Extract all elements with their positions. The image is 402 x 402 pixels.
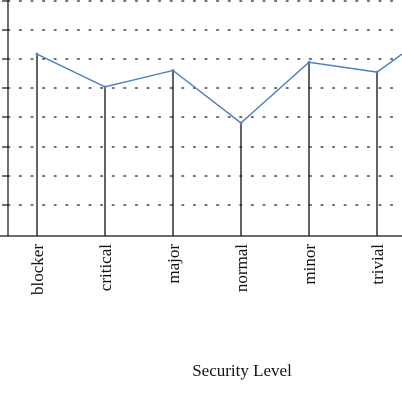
data-point-blocker (35, 52, 39, 56)
data-point-trivial (375, 70, 379, 74)
drop-lines (36, 54, 378, 236)
x-tick-labels: blocker critical major normal minor trivial (28, 244, 387, 295)
data-point-critical (103, 85, 107, 89)
data-point-major (171, 69, 175, 72)
x-tick-label-major: major (164, 244, 183, 284)
data-point-normal (239, 121, 243, 125)
x-tick-label-normal: normal (232, 244, 251, 292)
x-tick-label-minor: minor (300, 244, 319, 285)
grid-lines (7, 0, 402, 206)
data-point-minor (307, 60, 311, 64)
x-axis-title: Security Level (192, 361, 292, 380)
chart-axes (0, 0, 402, 237)
x-tick-label-trivial: trivial (368, 244, 387, 285)
series-layer (35, 52, 402, 125)
x-tick-label-blocker: blocker (28, 244, 47, 295)
x-tick-label-critical: critical (96, 244, 115, 291)
series-line (36, 53, 402, 124)
